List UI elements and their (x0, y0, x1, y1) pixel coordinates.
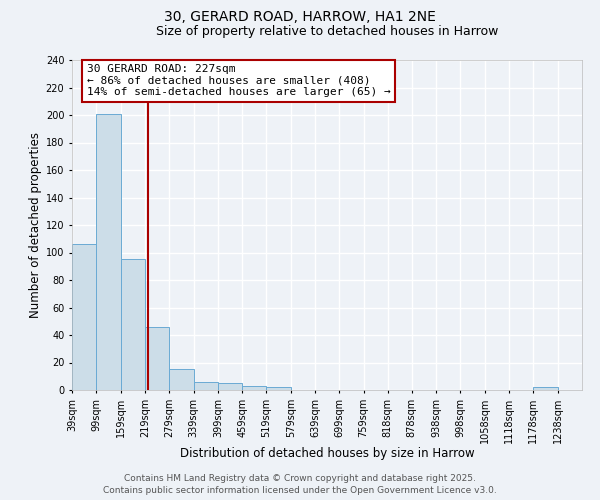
Text: 30 GERARD ROAD: 227sqm
← 86% of detached houses are smaller (408)
14% of semi-de: 30 GERARD ROAD: 227sqm ← 86% of detached… (86, 64, 391, 98)
Bar (533, 387, 557, 390)
Bar (218, 383, 242, 390)
Text: 30, GERARD ROAD, HARROW, HA1 2NE: 30, GERARD ROAD, HARROW, HA1 2NE (164, 10, 436, 24)
Bar (72, 244, 97, 390)
Bar (194, 382, 218, 390)
Title: Size of property relative to detached houses in Harrow: Size of property relative to detached ho… (156, 25, 498, 38)
Bar (145, 327, 169, 390)
X-axis label: Distribution of detached houses by size in Harrow: Distribution of detached houses by size … (179, 447, 475, 460)
Bar (242, 386, 266, 390)
Y-axis label: Number of detached properties: Number of detached properties (29, 132, 41, 318)
Bar (169, 370, 194, 390)
Bar (97, 114, 121, 390)
Bar (121, 260, 145, 390)
Bar (266, 387, 291, 390)
Text: Contains HM Land Registry data © Crown copyright and database right 2025.
Contai: Contains HM Land Registry data © Crown c… (103, 474, 497, 495)
